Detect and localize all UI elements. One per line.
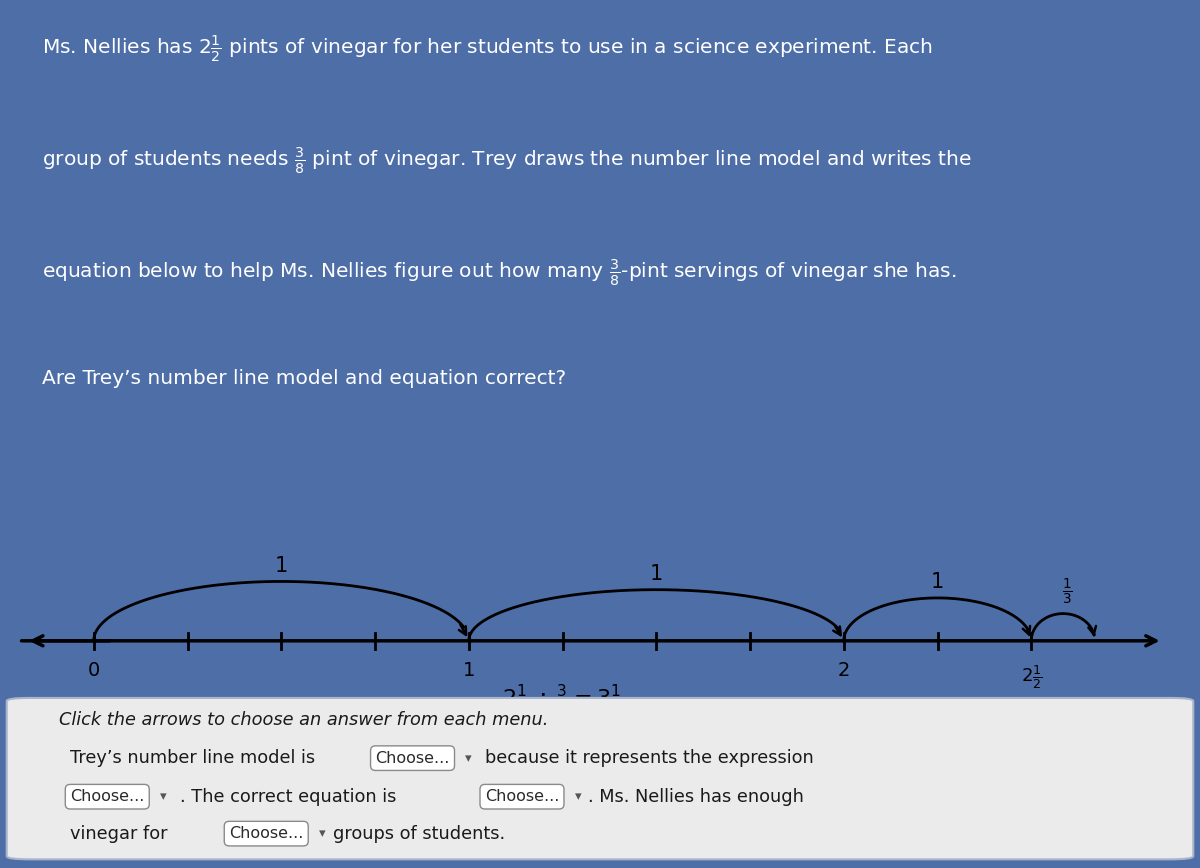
Text: Are Trey’s number line model and equation correct?: Are Trey’s number line model and equatio… bbox=[42, 370, 566, 388]
Text: Trey’s number line model is: Trey’s number line model is bbox=[70, 749, 316, 767]
Text: ▾: ▾ bbox=[319, 827, 325, 840]
Text: vinegar for: vinegar for bbox=[70, 825, 168, 843]
Text: 0: 0 bbox=[88, 661, 100, 681]
Text: ▾: ▾ bbox=[466, 752, 472, 765]
Text: $2\frac{1}{2} \div \frac{3}{8} = 3\frac{1}{3}$: $2\frac{1}{2} \div \frac{3}{8} = 3\frac{… bbox=[503, 682, 623, 717]
Text: . Ms. Nellies has enough: . Ms. Nellies has enough bbox=[588, 787, 804, 806]
Text: equation below to help Ms. Nellies figure out how many $\frac{3}{8}$-pint servin: equation below to help Ms. Nellies figur… bbox=[42, 258, 956, 288]
Text: Choose...: Choose... bbox=[485, 789, 559, 804]
Text: Ms. Nellies has $2\frac{1}{2}$ pints of vinegar for her students to use in a sci: Ms. Nellies has $2\frac{1}{2}$ pints of … bbox=[42, 34, 932, 64]
Text: groups of students.: groups of students. bbox=[332, 825, 505, 843]
Text: 1: 1 bbox=[462, 661, 475, 681]
Text: Click the arrows to choose an answer from each menu.: Click the arrows to choose an answer fro… bbox=[59, 711, 548, 728]
Text: group of students needs $\frac{3}{8}$ pint of vinegar. Trey draws the number lin: group of students needs $\frac{3}{8}$ pi… bbox=[42, 146, 972, 176]
Text: . The correct equation is: . The correct equation is bbox=[180, 787, 396, 806]
Text: because it represents the expression: because it represents the expression bbox=[485, 749, 814, 767]
Text: $\frac{1}{3}$: $\frac{1}{3}$ bbox=[1062, 577, 1073, 607]
Text: 1: 1 bbox=[649, 564, 662, 584]
FancyBboxPatch shape bbox=[7, 698, 1193, 859]
Text: ▾: ▾ bbox=[575, 790, 581, 803]
Text: Choose...: Choose... bbox=[70, 789, 144, 804]
Text: Choose...: Choose... bbox=[229, 826, 304, 841]
Text: Choose...: Choose... bbox=[376, 751, 450, 766]
Text: 1: 1 bbox=[931, 572, 944, 592]
Text: $2\frac{1}{2}$: $2\frac{1}{2}$ bbox=[1020, 663, 1042, 691]
Text: 1: 1 bbox=[275, 556, 288, 575]
Text: ▾: ▾ bbox=[160, 790, 167, 803]
Text: 2: 2 bbox=[838, 661, 850, 681]
